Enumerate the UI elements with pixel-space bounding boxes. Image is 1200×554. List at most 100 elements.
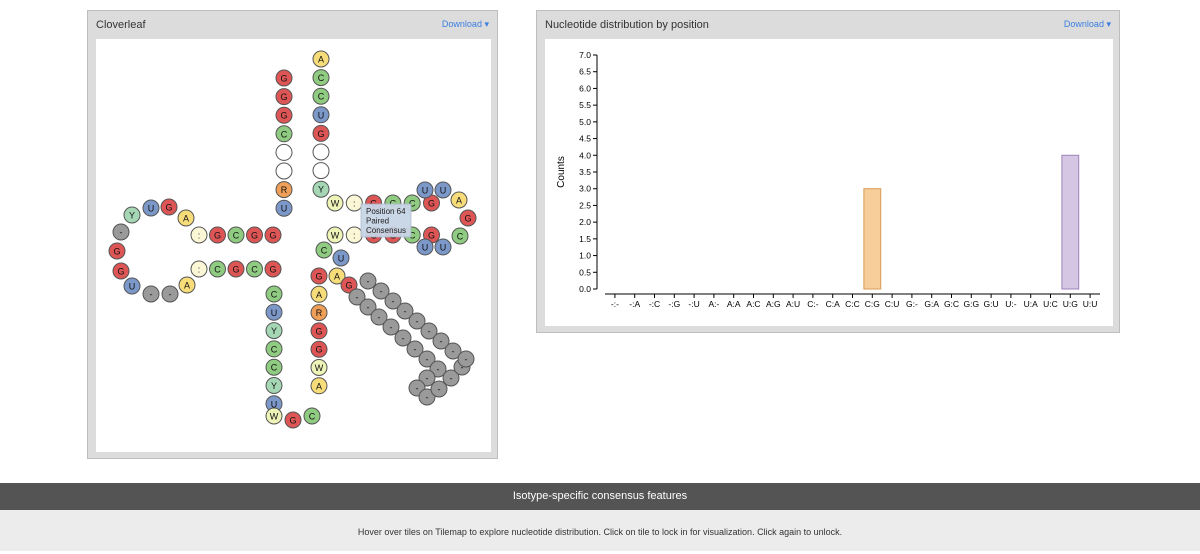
d-loop-nucleotide[interactable]: Y	[123, 206, 141, 224]
acceptor-stem-5-nucleotide[interactable]	[275, 143, 293, 161]
variable-loop-nucleotide[interactable]: -	[418, 350, 436, 368]
d-stem-nucleotide[interactable]: C	[227, 226, 245, 244]
acceptor-stem-3-nucleotide[interactable]: G	[312, 124, 330, 142]
anticodon-stem-nucleotide[interactable]: W	[310, 359, 328, 376]
d-loop-nucleotide[interactable]: U	[123, 277, 141, 295]
anticodon-stem-nucleotide[interactable]: R	[310, 304, 328, 322]
nucleotide-letter: A	[456, 196, 462, 206]
d-stem-nucleotide[interactable]: G	[264, 226, 282, 244]
anticodon-stem-nucleotide[interactable]: C	[265, 285, 283, 303]
nucleotide-circle	[246, 226, 263, 244]
d-loop-nucleotide[interactable]: G	[160, 198, 178, 216]
variable-loop-nucleotide[interactable]: -	[384, 292, 402, 310]
t-stem-nucleotide[interactable]: G	[423, 194, 440, 212]
bar-C-G[interactable]	[863, 188, 882, 290]
variable-loop-nucleotide[interactable]: -	[442, 369, 460, 387]
anticodon-loop-nucleotide[interactable]: G	[284, 411, 302, 429]
t-loop-nucleotide[interactable]: U	[416, 238, 434, 256]
variable-loop-nucleotide[interactable]: -	[432, 332, 450, 350]
acceptor-stem-3-nucleotide[interactable]: A	[312, 50, 330, 68]
anticodon-stem-nucleotide[interactable]: A	[310, 377, 328, 395]
acceptor-stem-5-nucleotide[interactable]: U	[275, 199, 293, 217]
anticodon-loop-nucleotide[interactable]: C	[303, 407, 321, 425]
anticodon-stem-nucleotide[interactable]: A	[310, 285, 328, 303]
acceptor-stem-3-nucleotide[interactable]	[312, 143, 330, 161]
d-stem-nucleotide[interactable]: C	[209, 260, 226, 278]
d-loop-nucleotide[interactable]: -	[161, 285, 179, 303]
anticodon-stem-nucleotide[interactable]: C	[265, 358, 283, 376]
acceptor-stem-5-nucleotide[interactable]: C	[275, 125, 293, 143]
d-loop-nucleotide[interactable]: -	[142, 285, 160, 303]
anticodon-stem-nucleotide[interactable]: Y	[265, 377, 283, 394]
nucleotide-letter: U	[271, 399, 278, 409]
variable-loop-nucleotide[interactable]: -	[444, 342, 462, 360]
d-loop-nucleotide[interactable]: U	[142, 199, 160, 217]
t-stem-nucleotide[interactable]: W	[326, 194, 344, 212]
variable-loop-nucleotide[interactable]: -	[408, 312, 426, 330]
acceptor-stem-3-nucleotide[interactable]: U	[312, 106, 330, 124]
d-stem-nucleotide[interactable]: G	[209, 226, 226, 244]
nucleotide-circle	[112, 223, 130, 241]
t-loop-nucleotide[interactable]: U	[434, 238, 452, 256]
anticodon-stem-nucleotide[interactable]: G	[310, 340, 328, 358]
d-loop-nucleotide[interactable]: G	[108, 242, 126, 260]
t-loop-nucleotide[interactable]: U	[416, 181, 434, 199]
variable-loop-nucleotide[interactable]: -	[370, 308, 388, 326]
t-loop-nucleotide[interactable]: C	[451, 227, 469, 245]
anticodon-stem-nucleotide[interactable]: G	[310, 267, 328, 285]
variable-loop-nucleotide[interactable]: -	[457, 350, 475, 368]
variable-loop-nucleotide[interactable]: -	[418, 388, 436, 406]
acceptor-stem-5-nucleotide[interactable]: R	[275, 181, 293, 199]
bar-U-G[interactable]	[1061, 154, 1080, 290]
variable-loop-nucleotide[interactable]: A	[328, 267, 346, 285]
acceptor-stem-3-nucleotide[interactable]: Y	[312, 180, 330, 198]
t-stem-nucleotide[interactable]: :	[345, 226, 363, 244]
nucleotide-letter: -	[356, 293, 359, 303]
cloverleaf-download-button[interactable]: Download ▾	[442, 19, 489, 30]
acceptor-stem-5-nucleotide[interactable]: G	[275, 106, 293, 124]
variable-loop-nucleotide[interactable]: -	[429, 360, 447, 378]
nucleotide-letter: U	[422, 186, 429, 196]
variable-loop-nucleotide[interactable]: -	[396, 302, 414, 320]
d-loop-nucleotide[interactable]: A	[177, 209, 195, 227]
acceptor-stem-5-nucleotide[interactable]: G	[275, 69, 293, 87]
anticodon-stem-nucleotide[interactable]: U	[265, 303, 283, 321]
acceptor-stem-3-nucleotide[interactable]	[312, 162, 330, 180]
d-stem-nucleotide[interactable]: G	[264, 260, 282, 278]
acceptor-stem-3-nucleotide[interactable]: C	[312, 87, 330, 105]
t-stem-nucleotide[interactable]: :	[345, 194, 363, 212]
variable-loop-nucleotide[interactable]: -	[359, 298, 377, 316]
d-stem-nucleotide[interactable]: :	[190, 260, 208, 278]
anticodon-loop-nucleotide[interactable]: W	[265, 407, 283, 425]
acceptor-stem-5-nucleotide[interactable]	[275, 162, 293, 180]
acceptor-stem-3-nucleotide[interactable]: C	[312, 69, 330, 87]
anticodon-stem-nucleotide[interactable]: Y	[265, 322, 283, 340]
d-loop-nucleotide[interactable]: G	[112, 262, 130, 280]
variable-loop-nucleotide[interactable]: -	[372, 282, 390, 300]
t-loop-nucleotide[interactable]: G	[459, 209, 477, 227]
anticodon-stem-nucleotide[interactable]: C	[265, 340, 283, 358]
acceptor-stem-5-nucleotide[interactable]: G	[275, 88, 293, 106]
nucleotide-circle	[418, 388, 436, 406]
d-stem-nucleotide[interactable]: G	[227, 260, 245, 278]
connector-nucleotide[interactable]: U	[332, 249, 350, 267]
connector-nucleotide[interactable]: C	[315, 241, 333, 259]
variable-loop-nucleotide[interactable]: -	[406, 340, 424, 358]
d-stem-nucleotide[interactable]: C	[246, 260, 263, 278]
variable-loop-nucleotide[interactable]: G	[340, 276, 358, 294]
variable-loop-nucleotide[interactable]: -	[394, 329, 412, 347]
d-stem-nucleotide[interactable]: :	[190, 226, 208, 244]
variable-loop-nucleotide[interactable]: -	[382, 318, 400, 336]
d-stem-nucleotide[interactable]: G	[246, 226, 263, 244]
variable-loop-nucleotide[interactable]: -	[420, 322, 438, 340]
d-loop-nucleotide[interactable]: A	[178, 276, 196, 294]
variable-loop-nucleotide[interactable]: -	[348, 288, 366, 306]
variable-loop-nucleotide[interactable]: -	[430, 380, 448, 398]
anticodon-stem-nucleotide[interactable]: G	[310, 322, 328, 340]
t-stem-nucleotide[interactable]: W	[326, 226, 344, 244]
variable-loop-nucleotide[interactable]: -	[359, 272, 377, 290]
distribution-download-button[interactable]: Download ▾	[1064, 19, 1111, 30]
t-loop-nucleotide[interactable]: A	[450, 191, 468, 209]
d-loop-nucleotide[interactable]: -	[112, 223, 130, 241]
t-loop-nucleotide[interactable]: U	[434, 181, 452, 199]
